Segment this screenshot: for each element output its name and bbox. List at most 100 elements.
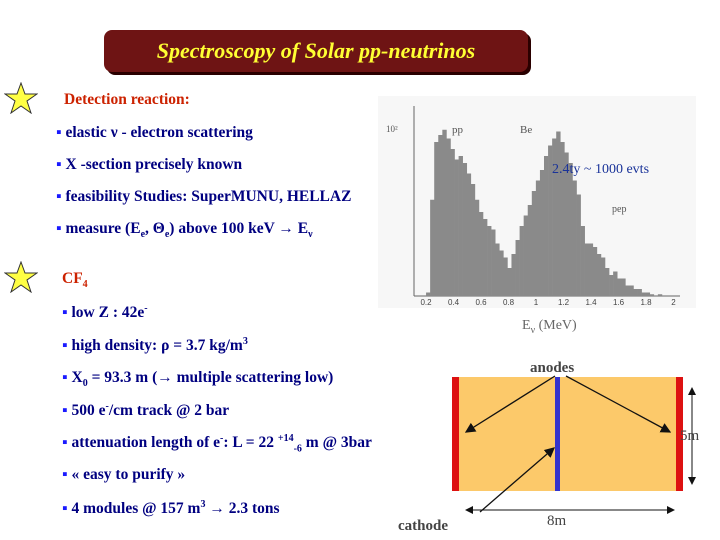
x-tick-label: 0.4 <box>448 298 460 307</box>
histogram-bar <box>466 173 472 296</box>
peak-label-pp: pp <box>452 124 463 136</box>
x-tick-label: 0.6 <box>475 298 487 307</box>
histogram-bar <box>576 194 581 296</box>
histogram-bar <box>454 159 459 296</box>
star-icon <box>4 82 38 114</box>
x-axis-label: Eν (MeV) <box>522 318 577 336</box>
histogram-bar <box>499 250 504 296</box>
histogram-bar <box>629 285 634 296</box>
histogram-bar <box>470 184 476 296</box>
plot-note: 2.4ty ~ 1000 evts <box>552 162 650 177</box>
histogram-bar <box>503 257 508 296</box>
histogram-bar <box>458 156 463 296</box>
histogram-bar <box>438 135 443 296</box>
histogram-bar <box>584 243 590 296</box>
histogram-bar <box>507 268 512 296</box>
histogram-bar <box>491 229 496 296</box>
histogram-bar <box>617 278 622 296</box>
histogram-bar <box>568 163 573 296</box>
histogram-bar <box>596 254 602 296</box>
bullet-item: ▪ attenuation length of e-: L = 22 +14-6 … <box>62 433 372 455</box>
bullet-item: ▪ X0 = 93.3 m (→ multiple scattering low) <box>62 369 334 390</box>
histogram-bar <box>633 289 638 296</box>
histogram-bar <box>478 212 484 296</box>
histogram-bar <box>527 205 533 296</box>
histogram-bar <box>462 163 468 296</box>
x-tick-label: 0.8 <box>503 298 515 307</box>
x-tick-label: 0.2 <box>420 298 432 307</box>
histogram-bar <box>588 243 594 296</box>
histogram-bar <box>434 142 439 296</box>
anodes-label: anodes <box>530 360 575 376</box>
x-tick-label: 1.4 <box>585 298 597 307</box>
histogram-bar <box>523 215 529 296</box>
bullet-item: ▪ low Z : 42e- <box>62 303 148 322</box>
histogram-bar <box>564 152 569 296</box>
histogram-bar <box>442 129 447 296</box>
bullet-item: ▪ « easy to purify » <box>62 466 186 483</box>
histogram-bar <box>495 243 500 296</box>
width-label: 8m <box>547 513 567 529</box>
histogram-bar <box>426 292 431 296</box>
histogram-bar <box>605 268 610 296</box>
histogram-svg: 0.2 0.4 0.6 0.8 1 1.2 1.4 1.6 1.8 2 <box>413 106 680 307</box>
histogram-bar <box>552 138 557 296</box>
x-tick-label: 1.8 <box>640 298 652 307</box>
histogram-bar <box>649 294 655 296</box>
histogram-bar <box>539 170 545 296</box>
x-tick-label: 2 <box>671 298 676 307</box>
histogram-bar <box>535 180 541 296</box>
histogram-bar <box>556 131 561 296</box>
bullet-item: ▪ measure (Ee, Θe) above 100 keV → Eν <box>56 220 313 241</box>
height-label: 5m <box>680 428 700 444</box>
y-tick-label: 10² <box>386 124 398 134</box>
histogram-bar <box>609 275 614 296</box>
peak-label-be: Be <box>520 124 533 136</box>
spectrum-histogram: 0.2 0.4 0.6 0.8 1 1.2 1.4 1.6 1.8 2 10² pp Be pep… <box>378 96 696 308</box>
histogram-bar <box>544 156 549 296</box>
histogram-bar <box>657 294 663 296</box>
histogram-bar <box>450 149 455 296</box>
bullet-item: ▪ high density: ρ = 3.7 kg/m3 <box>62 336 248 355</box>
bullet-item: ▪ 4 modules @ 157 m3 → 2.3 tons <box>62 499 280 518</box>
x-tick-label: 1 <box>534 298 539 307</box>
bullet-item: ▪ X -section precisely known <box>56 156 243 173</box>
section-heading-cf4: CF4 <box>62 270 88 291</box>
histogram-bar <box>430 199 435 296</box>
section-heading-detection: Detection reaction: <box>64 91 190 108</box>
slide-title-box: Spectroscopy of Solar pp-neutrinos <box>104 30 528 72</box>
histogram-bar <box>483 219 488 296</box>
cathode-label: cathode <box>398 518 448 534</box>
histogram-bar <box>487 226 492 296</box>
histogram-bar <box>592 247 598 296</box>
histogram-bar <box>515 240 520 296</box>
bullet-item: ▪ 500 e-/cm track @ 2 bar <box>62 401 230 420</box>
star-icon <box>4 261 38 293</box>
histogram-bar <box>548 145 553 296</box>
histogram-bar <box>641 292 646 296</box>
bullet-item: ▪ feasibility Studies: SuperMUNU, HELLAZ <box>56 188 352 205</box>
anode-right <box>676 377 683 491</box>
histogram-bar <box>474 199 480 296</box>
histogram-bar <box>600 257 606 296</box>
detector-box <box>456 377 680 491</box>
bullet-item: ▪ elastic ν - electron scattering <box>56 124 253 141</box>
histogram-bar <box>645 292 651 296</box>
histogram-bar <box>572 180 577 296</box>
histogram-bar <box>446 138 451 296</box>
histogram-bar <box>637 289 642 296</box>
histogram-bar <box>613 271 618 296</box>
histogram-bar <box>621 278 626 296</box>
histogram-bar <box>560 142 565 296</box>
x-tick-label: 1.6 <box>613 298 625 307</box>
histogram-bar <box>519 226 524 296</box>
histogram-bar <box>511 254 516 296</box>
x-tick-label: 1.2 <box>558 298 570 307</box>
histogram-bar <box>531 191 537 296</box>
histogram-bar <box>580 226 585 296</box>
histogram-bar <box>625 285 630 296</box>
peak-label-pep: pep <box>612 204 627 215</box>
anode-left <box>452 377 459 491</box>
cathode-plane <box>555 377 560 491</box>
